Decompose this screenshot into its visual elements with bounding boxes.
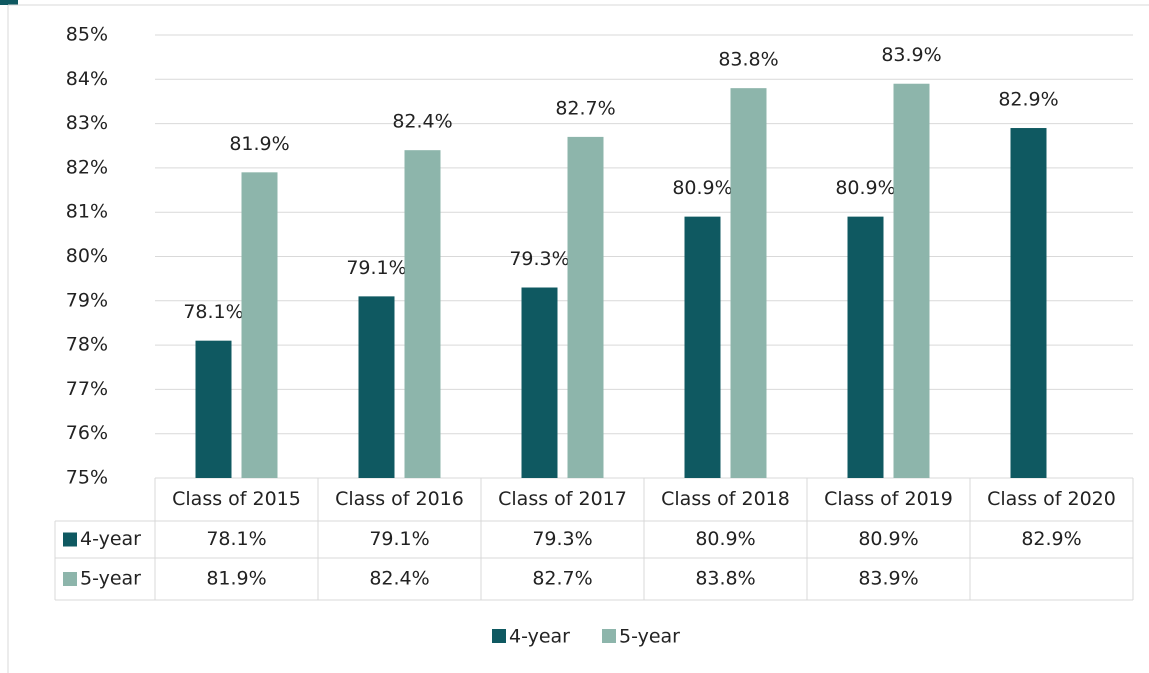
bar <box>1010 128 1047 478</box>
table-cell: 82.7% <box>532 568 592 590</box>
data-label: 80.9% <box>672 177 732 199</box>
y-tick-label: 77% <box>66 378 108 400</box>
table-cell: 80.9% <box>695 528 755 550</box>
bar <box>893 83 930 478</box>
y-tick-label: 83% <box>66 112 108 134</box>
bar <box>684 216 721 478</box>
legend-key <box>492 629 506 643</box>
y-tick-label: 78% <box>66 334 108 356</box>
x-tick-label: Class of 2017 <box>498 488 627 510</box>
table-cell: 79.1% <box>369 528 429 550</box>
x-tick-label: Class of 2020 <box>987 488 1116 510</box>
bar <box>847 216 884 478</box>
table-cell: 80.9% <box>858 528 918 550</box>
bar <box>195 340 232 478</box>
table-cell: 83.8% <box>695 568 755 590</box>
table-legend-key <box>63 532 77 547</box>
data-label: 78.1% <box>183 301 243 323</box>
data-label: 82.4% <box>392 111 452 133</box>
x-tick-label: Class of 2016 <box>335 488 464 510</box>
data-label: 82.9% <box>998 89 1058 111</box>
bar <box>404 150 441 478</box>
x-tick-label: Class of 2019 <box>824 488 953 510</box>
y-tick-label: 75% <box>66 467 108 489</box>
x-tick-label: Class of 2018 <box>661 488 790 510</box>
bar <box>567 136 604 478</box>
data-label: 81.9% <box>229 133 289 155</box>
data-label: 83.9% <box>881 44 941 66</box>
corner-accent <box>0 0 18 5</box>
table-row-header: 5-year <box>80 568 141 590</box>
table-cell: 82.9% <box>1021 528 1081 550</box>
table-legend-key <box>63 572 77 586</box>
y-tick-label: 82% <box>66 156 108 178</box>
data-label: 80.9% <box>835 177 895 199</box>
table-cell: 79.3% <box>532 528 592 550</box>
y-tick-label: 85% <box>66 24 108 46</box>
y-tick-label: 81% <box>66 201 108 223</box>
table-cell: 83.9% <box>858 568 918 590</box>
legend-label: 5-year <box>619 626 680 648</box>
table-row-header: 4-year <box>80 528 141 550</box>
data-label: 79.3% <box>509 248 569 270</box>
table-cell: 78.1% <box>206 528 266 550</box>
table-cell: 82.4% <box>369 568 429 590</box>
bar <box>358 296 395 478</box>
y-tick-label: 79% <box>66 289 108 311</box>
x-tick-label: Class of 2015 <box>172 488 301 510</box>
bar <box>521 287 558 478</box>
table-cell: 81.9% <box>206 568 266 590</box>
data-label: 83.8% <box>718 49 778 71</box>
bar <box>241 172 278 478</box>
y-tick-label: 76% <box>66 422 108 444</box>
y-tick-label: 84% <box>66 68 108 90</box>
y-tick-label: 80% <box>66 245 108 267</box>
bar <box>730 88 767 478</box>
data-label: 79.1% <box>346 257 406 279</box>
legend-label: 4-year <box>509 626 570 648</box>
legend-key <box>602 629 616 643</box>
data-label: 82.7% <box>555 97 615 119</box>
